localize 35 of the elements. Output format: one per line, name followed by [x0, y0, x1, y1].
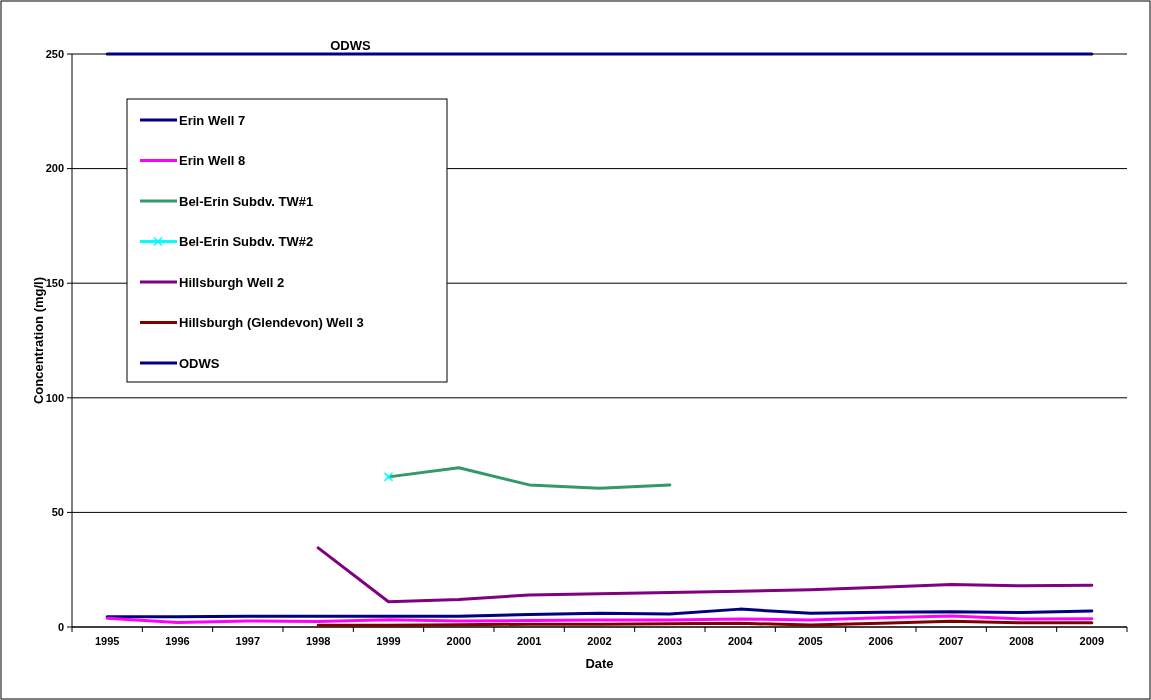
legend-label: Bel-Erin Subdv. TW#1 [179, 193, 314, 209]
y-tick-label: 200 [45, 162, 64, 175]
legend-label: Hillsburgh Well 2 [179, 274, 285, 290]
x-tick-label: 2007 [938, 635, 964, 647]
legend-label: Bel-Erin Subdv. TW#2 [179, 234, 314, 250]
x-tick-label: 1996 [165, 635, 190, 647]
line-series [387, 466, 672, 490]
x-tick-label: 2001 [516, 635, 542, 647]
line-series [105, 614, 1094, 624]
line-series [316, 546, 1094, 604]
x-tick-label: 1997 [235, 635, 261, 647]
annotation: ODWS [330, 38, 371, 53]
line-series [105, 607, 1094, 619]
y-tick-label: 100 [45, 391, 64, 404]
x-tick-label: 1995 [94, 635, 120, 647]
y-axis-title: Concentration (mg/l) [31, 276, 46, 405]
x-tick-label: 2003 [657, 635, 683, 647]
x-tick-label: 2009 [1079, 635, 1105, 647]
y-tick-label: 150 [45, 277, 64, 290]
x-tick-label: 2004 [727, 635, 754, 647]
y-tick-label: 0 [57, 620, 64, 633]
x-tick-label: 2000 [446, 635, 472, 647]
legend-label: ODWS [179, 355, 220, 371]
x-tick-label: 1999 [376, 635, 401, 647]
x-tick-label: 1998 [305, 635, 331, 647]
x-tick-label: 2005 [798, 635, 823, 647]
x-tick-label: 2006 [868, 635, 894, 647]
x-axis-title: Date [585, 656, 614, 671]
legend-label: Erin Well 7 [179, 112, 246, 128]
x-tick-label: 2008 [1009, 635, 1034, 647]
y-tick-label: 250 [45, 47, 64, 60]
y-tick-label: 50 [51, 506, 64, 519]
legend-label: Erin Well 8 [179, 153, 246, 169]
x-tick-label: 2002 [587, 635, 612, 647]
legend-label: Hillsburgh (Glendevon) Well 3 [179, 315, 364, 331]
